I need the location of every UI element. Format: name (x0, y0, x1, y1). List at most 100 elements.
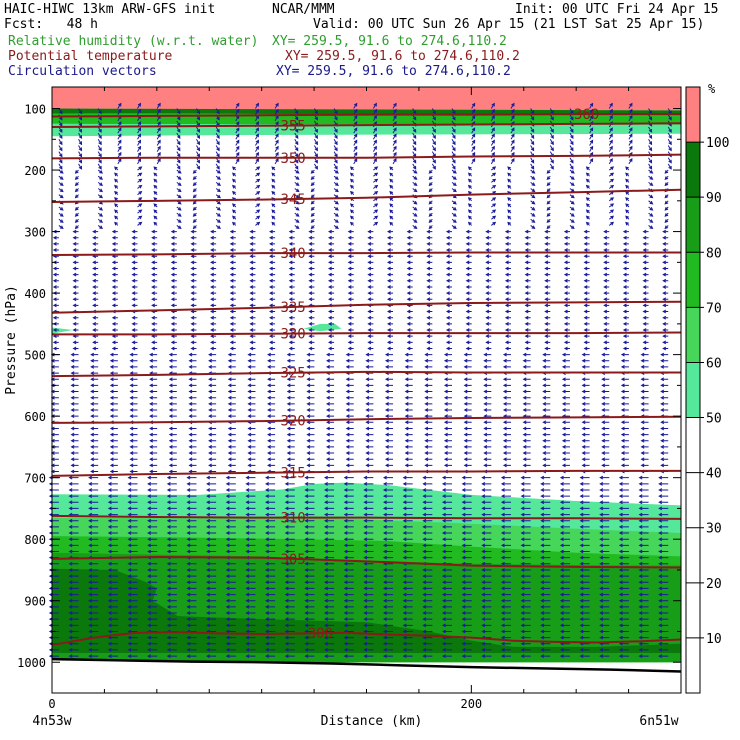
wind-vector (445, 272, 453, 277)
wind-vector (265, 488, 276, 492)
wind-vector (324, 611, 335, 615)
wind-vector (461, 654, 472, 658)
wind-vector (540, 481, 551, 486)
wind-vector (402, 506, 413, 511)
wind-vector (540, 518, 551, 523)
wind-vector (382, 512, 394, 517)
wind-vector (583, 266, 590, 271)
wind-vector (347, 242, 354, 246)
wind-vector (72, 272, 79, 277)
wind-vector (471, 158, 476, 165)
wind-vector (137, 221, 143, 226)
wind-vector (52, 285, 59, 289)
y-tick-label: 300 (24, 226, 46, 240)
wind-vector (367, 260, 374, 265)
wind-vector (78, 132, 83, 140)
wind-vector (68, 604, 79, 609)
wind-vector (313, 163, 318, 170)
wind-vector (520, 494, 531, 499)
wind-vector (97, 108, 102, 115)
wind-vector (269, 260, 276, 265)
wind-vector (424, 352, 433, 357)
wind-vector (426, 278, 433, 283)
wind-vector (540, 648, 551, 652)
wind-vector (530, 225, 536, 230)
wind-vector (127, 488, 138, 492)
wind-vector (192, 182, 197, 187)
wind-vector (579, 635, 590, 640)
wind-vector (504, 272, 511, 277)
wind-vector (618, 592, 629, 597)
wind-vector (581, 451, 590, 455)
wind-vector (114, 221, 119, 226)
wind-vector (540, 586, 551, 591)
wind-vector (365, 451, 374, 455)
wind-vector (544, 315, 551, 320)
wind-vector (662, 309, 669, 314)
wind-vector (310, 206, 315, 211)
wind-vector (147, 518, 158, 523)
wind-vector (382, 537, 394, 542)
wind-vector (491, 209, 497, 214)
wind-vector (658, 537, 669, 542)
wind-vector (343, 604, 354, 609)
wind-vector (129, 401, 138, 406)
wind-vector (428, 188, 433, 193)
wind-vector (176, 206, 182, 211)
wind-vector (227, 463, 236, 468)
wind-vector (660, 395, 669, 400)
wind-vector (127, 537, 138, 542)
wind-vector (137, 108, 142, 115)
wind-vector (461, 586, 472, 591)
wind-vector (232, 215, 237, 220)
wind-vector (72, 303, 79, 308)
wind-vector (504, 321, 511, 326)
y-tick-label: 500 (24, 349, 46, 363)
wind-vector (642, 315, 649, 320)
wind-vector (443, 432, 453, 437)
wind-vector (188, 414, 197, 419)
wind-vector (255, 215, 261, 220)
wind-vector (658, 488, 669, 492)
colorbar-label: 50 (706, 412, 722, 427)
wind-vector (384, 377, 394, 382)
wind-vector (490, 133, 495, 140)
wind-vector (196, 126, 201, 133)
wind-vector (662, 248, 669, 252)
wind-vector (328, 229, 335, 234)
wind-vector (658, 654, 669, 658)
wind-vector (176, 108, 181, 115)
wind-vector (107, 629, 118, 634)
wind-vector (483, 451, 492, 455)
wind-vector (97, 188, 104, 193)
wind-vector (524, 248, 531, 252)
wind-vector (490, 158, 495, 165)
wind-vector (363, 623, 374, 628)
wind-vector (579, 604, 590, 609)
y-tick-label: 200 (24, 164, 46, 178)
wind-vector (88, 549, 99, 554)
wind-vector (284, 518, 295, 523)
wind-vector (225, 574, 236, 578)
wind-vector (451, 139, 456, 146)
wind-vector (210, 235, 217, 240)
wind-vector (147, 481, 158, 486)
wind-vector (363, 604, 374, 609)
wind-vector (345, 420, 354, 425)
wind-vector (504, 334, 511, 339)
wind-vector (365, 352, 374, 357)
wind-vector (642, 266, 649, 271)
wind-vector (544, 272, 551, 277)
wind-vector (215, 132, 220, 140)
wind-vector (540, 654, 551, 658)
wind-vector (347, 229, 354, 234)
wind-vector (166, 574, 177, 578)
wind-vector (667, 163, 672, 170)
wind-vector (149, 463, 158, 468)
wind-vector (601, 358, 610, 363)
wind-vector (168, 377, 177, 382)
wind-vector (500, 506, 511, 511)
wind-vector (92, 340, 99, 345)
wind-vector (426, 297, 433, 302)
wind-vector (583, 303, 590, 308)
